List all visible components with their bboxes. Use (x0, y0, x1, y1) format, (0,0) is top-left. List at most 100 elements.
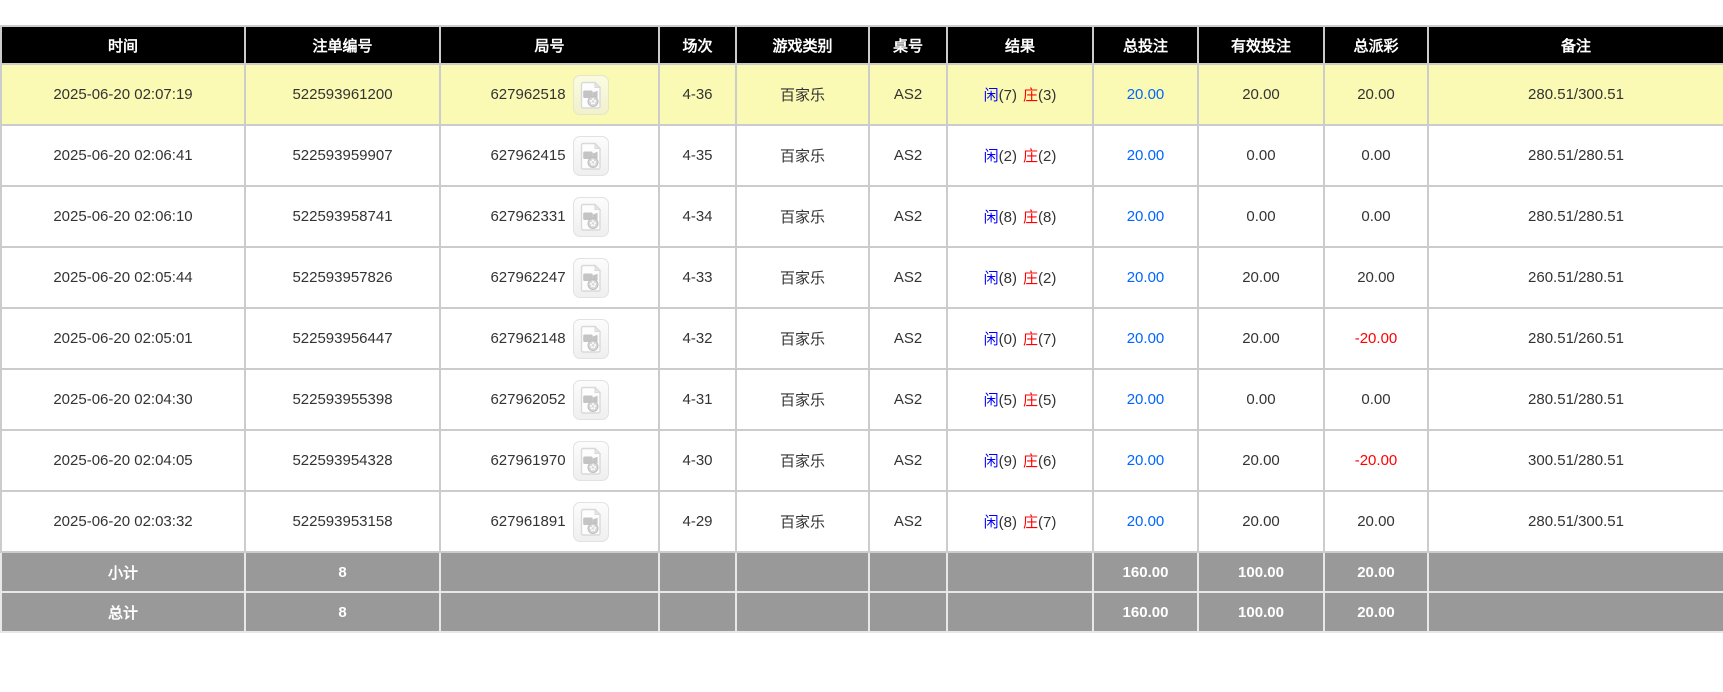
cell-valid-bet: 0.00 (1197, 185, 1325, 248)
cell-time: 2025-06-20 02:04:05 (0, 429, 246, 492)
cell-game-type: 百家乐 (735, 185, 870, 248)
col-header-total-bet: 总投注 (1092, 25, 1199, 65)
col-header-game-type: 游戏类别 (735, 25, 870, 65)
player-result-label: 闲 (983, 514, 999, 531)
player-result-label: 闲 (983, 87, 999, 104)
player-score: (8) (998, 209, 1017, 226)
video-replay-button[interactable] (572, 501, 609, 542)
subtotal-label: 小计 (0, 551, 246, 593)
cell-session: 4-32 (658, 307, 737, 370)
grand-total-empty-game (735, 591, 870, 633)
cell-bet-number: 522593958741 (244, 185, 441, 248)
col-header-time: 时间 (0, 25, 246, 65)
cell-total-payout: 20.00 (1323, 246, 1429, 309)
cell-session: 4-36 (658, 63, 737, 126)
video-file-icon (580, 80, 601, 109)
video-replay-button[interactable] (572, 379, 609, 420)
cell-note: 260.51/280.51 (1427, 246, 1723, 309)
grand-total-row: 总计 8 160.00 100.00 20.00 (0, 591, 1723, 633)
banker-score: (8) (1038, 209, 1057, 226)
cell-round-number: 627962331 (439, 185, 660, 248)
cell-note: 280.51/300.51 (1427, 490, 1723, 553)
cell-total-payout: -20.00 (1323, 307, 1429, 370)
cell-total-bet: 20.00 (1092, 124, 1199, 187)
table-row[interactable]: 2025-06-20 02:04:30 522593955398 6279620… (0, 368, 1723, 431)
cell-note: 280.51/300.51 (1427, 63, 1723, 126)
cell-time: 2025-06-20 02:07:19 (0, 63, 246, 126)
cell-total-bet: 20.00 (1092, 307, 1199, 370)
cell-total-bet: 20.00 (1092, 63, 1199, 126)
cell-bet-number: 522593961200 (244, 63, 441, 126)
grand-total-empty-session (658, 591, 737, 633)
video-file-icon (580, 263, 601, 292)
player-result-label: 闲 (983, 148, 999, 165)
grand-total-label: 总计 (0, 591, 246, 633)
video-replay-button[interactable] (572, 74, 609, 115)
subtotal-empty-note (1427, 551, 1723, 593)
col-header-round-number: 局号 (439, 25, 660, 65)
cell-time: 2025-06-20 02:05:01 (0, 307, 246, 370)
cell-total-payout: 0.00 (1323, 368, 1429, 431)
banker-result-label: 庄 (1023, 209, 1039, 226)
round-number: 627962148 (490, 330, 566, 347)
banker-score: (7) (1038, 514, 1057, 531)
round-number: 627962415 (490, 147, 566, 164)
round-number: 627961891 (490, 513, 566, 530)
grand-total-payout: 20.00 (1323, 591, 1429, 633)
video-replay-button[interactable] (572, 257, 609, 298)
grand-total-empty-note (1427, 591, 1723, 633)
table-row[interactable]: 2025-06-20 02:06:10 522593958741 6279623… (0, 185, 1723, 248)
cell-note: 280.51/280.51 (1427, 124, 1723, 187)
video-file-icon (580, 324, 601, 353)
video-replay-button[interactable] (572, 196, 609, 237)
video-replay-button[interactable] (572, 135, 609, 176)
cell-total-bet: 20.00 (1092, 246, 1199, 309)
cell-total-payout: 20.00 (1323, 63, 1429, 126)
video-replay-button[interactable] (572, 318, 609, 359)
col-header-result: 结果 (946, 25, 1094, 65)
banker-result-label: 庄 (1023, 148, 1039, 165)
banker-result-label: 庄 (1023, 392, 1039, 409)
cell-result: 闲(8) 庄(8) (946, 185, 1094, 248)
table-row[interactable]: 2025-06-20 02:05:44 522593957826 6279622… (0, 246, 1723, 309)
cell-result: 闲(0) 庄(7) (946, 307, 1094, 370)
table-row[interactable]: 2025-06-20 02:03:32 522593953158 6279618… (0, 490, 1723, 553)
cell-round-number: 627962415 (439, 124, 660, 187)
subtotal-empty-result (946, 551, 1094, 593)
table-row[interactable]: 2025-06-20 02:07:19 522593961200 6279625… (0, 63, 1723, 126)
cell-session: 4-35 (658, 124, 737, 187)
cell-total-bet: 20.00 (1092, 368, 1199, 431)
video-replay-button[interactable] (572, 440, 609, 481)
banker-score: (5) (1038, 392, 1057, 409)
cell-session: 4-31 (658, 368, 737, 431)
subtotal-payout: 20.00 (1323, 551, 1429, 593)
cell-table-number: AS2 (868, 63, 948, 126)
subtotal-valid-bet: 100.00 (1197, 551, 1325, 593)
cell-result: 闲(2) 庄(2) (946, 124, 1094, 187)
player-result-label: 闲 (983, 331, 999, 348)
table-row[interactable]: 2025-06-20 02:04:05 522593954328 6279619… (0, 429, 1723, 492)
col-header-session: 场次 (658, 25, 737, 65)
video-file-icon (580, 507, 601, 536)
cell-game-type: 百家乐 (735, 368, 870, 431)
banker-result-label: 庄 (1023, 270, 1039, 287)
cell-result: 闲(9) 庄(6) (946, 429, 1094, 492)
player-result-label: 闲 (983, 209, 999, 226)
cell-result: 闲(5) 庄(5) (946, 368, 1094, 431)
cell-total-bet: 20.00 (1092, 185, 1199, 248)
table-row[interactable]: 2025-06-20 02:05:01 522593956447 6279621… (0, 307, 1723, 370)
player-result-label: 闲 (983, 453, 999, 470)
cell-time: 2025-06-20 02:05:44 (0, 246, 246, 309)
cell-time: 2025-06-20 02:04:30 (0, 368, 246, 431)
grand-total-count: 8 (244, 591, 441, 633)
cell-game-type: 百家乐 (735, 307, 870, 370)
round-number: 627962052 (490, 391, 566, 408)
player-result-label: 闲 (983, 270, 999, 287)
video-file-icon (580, 202, 601, 231)
cell-bet-number: 522593957826 (244, 246, 441, 309)
cell-session: 4-30 (658, 429, 737, 492)
col-header-table-number: 桌号 (868, 25, 948, 65)
cell-game-type: 百家乐 (735, 490, 870, 553)
table-row[interactable]: 2025-06-20 02:06:41 522593959907 6279624… (0, 124, 1723, 187)
cell-result: 闲(7) 庄(3) (946, 63, 1094, 126)
